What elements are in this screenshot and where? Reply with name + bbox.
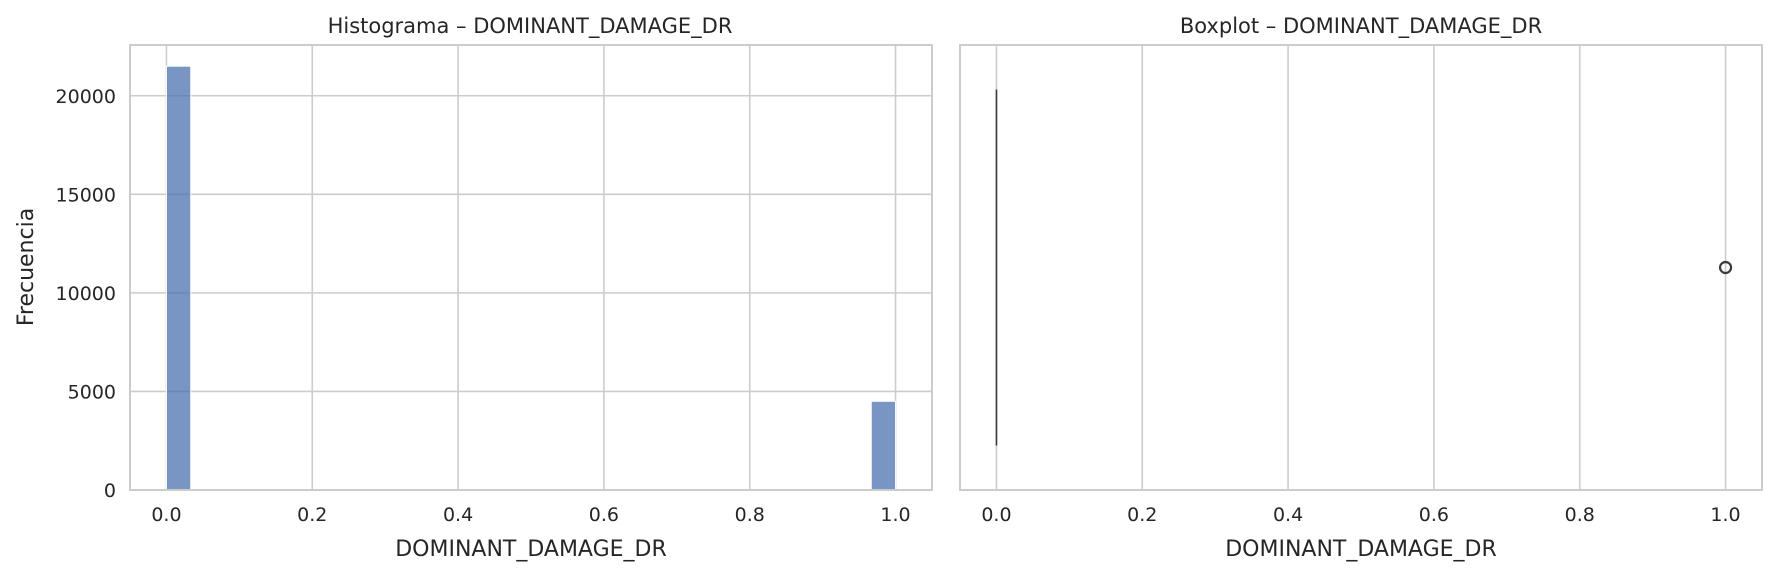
histogram-y-tick-label: 0	[104, 480, 116, 502]
histogram-x-tick-label: 0.2	[297, 504, 327, 526]
histogram-x-tick-label: 1.0	[880, 504, 910, 526]
histogram-x-ticks: 0.0 0.2 0.4 0.6 0.8 1.0	[151, 504, 910, 526]
boxplot-title: Boxplot – DOMINANT_DAMAGE_DR	[1180, 14, 1542, 39]
boxplot-marks	[995, 89, 1733, 446]
histogram-x-tick-label: 0.6	[589, 504, 619, 526]
boxplot-x-tick-label: 0.6	[1419, 504, 1449, 526]
histogram-y-label: Frecuencia	[14, 208, 39, 326]
histogram-y-tick-label: 10000	[56, 283, 116, 305]
boxplot-grid	[995, 45, 1727, 490]
histogram-frame	[129, 44, 933, 491]
boxplot-x-tick-label: 0.0	[981, 504, 1011, 526]
histogram-y-ticks: 0 5000 10000 15000 20000	[56, 86, 116, 502]
histogram-y-tick-label: 15000	[56, 184, 116, 206]
boxplot-x-tick-label: 0.4	[1273, 504, 1303, 526]
histogram-x-tick-label: 0.0	[151, 504, 181, 526]
histogram-y-tick-label: 5000	[68, 381, 116, 403]
histogram-panel: Histograma – DOMINANT_DAMAGE_DR 0.0 0.2 0.…	[14, 14, 933, 562]
histogram-grid	[130, 45, 932, 491]
histogram-bar	[870, 400, 897, 491]
boxplot-x-tick-label: 0.2	[1127, 504, 1157, 526]
histogram-bar	[165, 65, 192, 491]
boxplot-x-ticks: 0.0 0.2 0.4 0.6 0.8 1.0	[981, 504, 1740, 526]
histogram-x-tick-label: 0.8	[735, 504, 765, 526]
boxplot-x-tick-label: 1.0	[1710, 504, 1740, 526]
boxplot-panel: Boxplot – DOMINANT_DAMAGE_DR 0.0 0.2 0.4 0.…	[959, 14, 1763, 562]
boxplot-x-label: DOMINANT_DAMAGE_DR	[1225, 537, 1497, 562]
histogram-bars	[165, 65, 897, 491]
histogram-x-tick-label: 0.4	[443, 504, 473, 526]
boxplot-frame	[959, 44, 1763, 491]
boxplot-x-tick-label: 0.8	[1565, 504, 1595, 526]
histogram-x-label: DOMINANT_DAMAGE_DR	[395, 537, 667, 562]
boxplot-outlier	[1718, 260, 1733, 275]
histogram-title: Histograma – DOMINANT_DAMAGE_DR	[328, 14, 733, 39]
histogram-y-tick-label: 20000	[56, 86, 116, 108]
